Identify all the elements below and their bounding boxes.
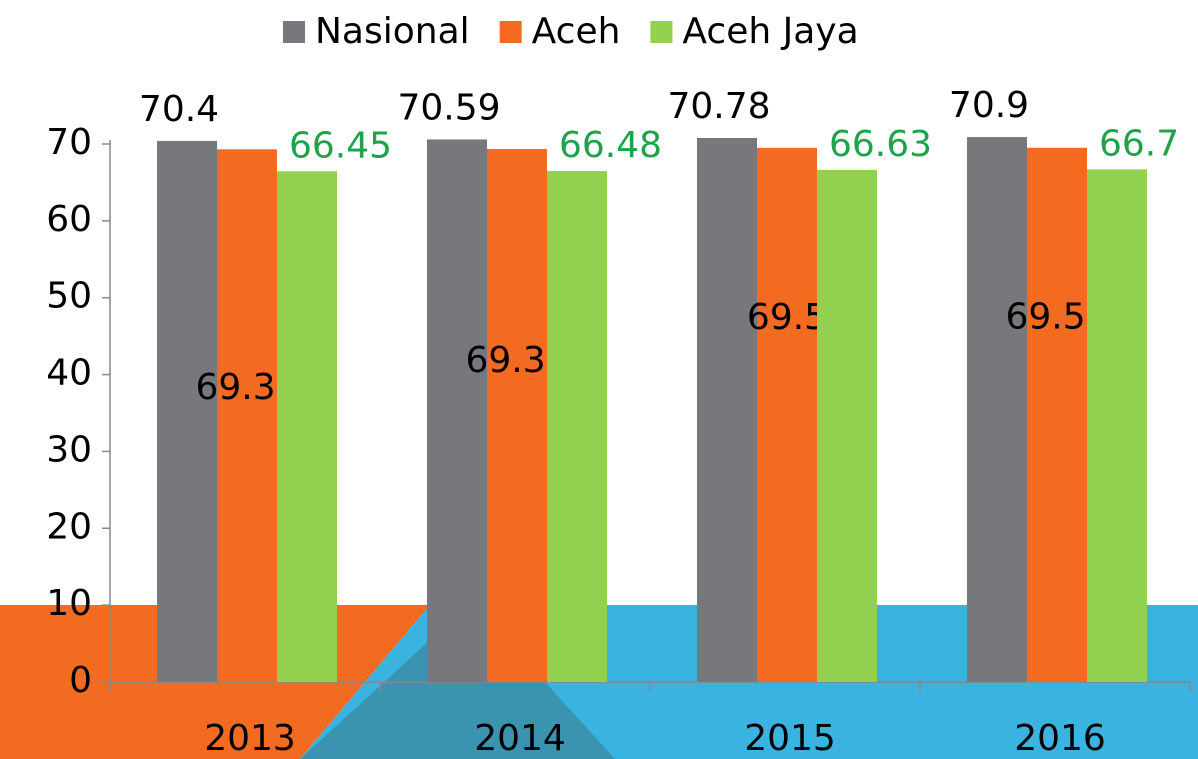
data-label: 70.78 bbox=[667, 86, 770, 127]
data-label: 69.5 bbox=[747, 297, 827, 338]
y-tick-label: 70 bbox=[46, 122, 92, 163]
y-tick-label: 20 bbox=[46, 506, 92, 547]
background-teal bbox=[300, 640, 615, 759]
data-label: 66.63 bbox=[829, 124, 932, 165]
data-label: 70.59 bbox=[397, 87, 500, 128]
bar bbox=[547, 171, 607, 682]
legend-swatch bbox=[499, 21, 522, 43]
x-tick-label: 2015 bbox=[744, 718, 836, 759]
legend-swatch bbox=[650, 21, 673, 43]
data-label: 66.7 bbox=[1099, 123, 1179, 164]
data-label: 70.9 bbox=[949, 85, 1029, 126]
data-label: 66.48 bbox=[559, 125, 662, 166]
x-tick-label: 2013 bbox=[204, 718, 296, 759]
y-tick-label: 30 bbox=[46, 429, 92, 470]
bar bbox=[967, 137, 1027, 682]
legend-swatch bbox=[283, 21, 305, 43]
bar bbox=[487, 148, 547, 682]
bar bbox=[757, 147, 817, 683]
legend-label: Aceh Jaya bbox=[682, 11, 858, 52]
data-label: 70.4 bbox=[139, 89, 219, 130]
bar bbox=[217, 149, 277, 682]
data-label: 66.45 bbox=[289, 125, 392, 166]
y-tick-label: 50 bbox=[46, 276, 92, 317]
bar bbox=[277, 171, 337, 682]
bar bbox=[697, 138, 757, 683]
bar bbox=[817, 169, 877, 682]
y-tick-label: 40 bbox=[46, 353, 92, 394]
x-tick-label: 2016 bbox=[1014, 718, 1106, 759]
bar bbox=[157, 140, 217, 682]
x-tick-label: 2014 bbox=[474, 718, 566, 759]
bar bbox=[1087, 169, 1147, 682]
bar bbox=[427, 139, 487, 682]
y-tick-label: 0 bbox=[69, 660, 92, 701]
y-tick-label: 60 bbox=[46, 199, 92, 240]
legend-label: Aceh bbox=[532, 11, 621, 52]
y-tick-label: 10 bbox=[46, 583, 92, 624]
legend-label: Nasional bbox=[315, 11, 470, 52]
bar bbox=[1027, 147, 1087, 683]
